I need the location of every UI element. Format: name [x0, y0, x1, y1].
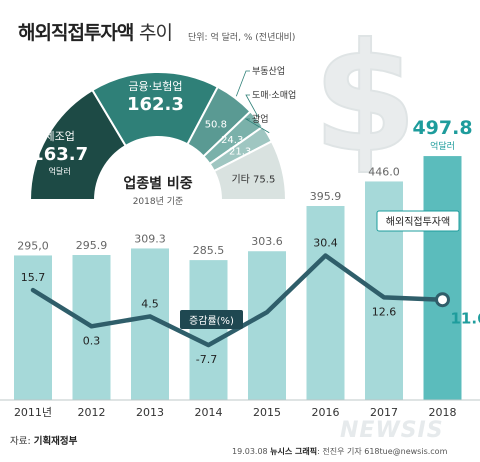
- page-title: 해외직접투자액 추이: [18, 18, 173, 45]
- slice-value-2: 50.8: [205, 119, 227, 130]
- bar-value-label-6: 446.0: [368, 165, 400, 178]
- slice-5: [212, 139, 288, 201]
- bar-value-label-0: 295,0: [17, 239, 49, 252]
- growth-label-6: 12.6: [372, 305, 397, 318]
- series-label: 해외직접투자액: [386, 215, 450, 228]
- dollar-sign-icon: $: [312, 11, 418, 187]
- bar-3: [189, 260, 228, 400]
- x-tick-label-4: 2015: [253, 406, 281, 419]
- slice-unit-0: 억달러: [49, 166, 71, 176]
- x-tick-label-2: 2013: [136, 406, 164, 419]
- title-main: 해외직접투자액: [18, 22, 134, 44]
- growth-label-0: 15.7: [21, 271, 46, 284]
- donut-base: [0, 200, 290, 224]
- slice-leader-2: [235, 70, 250, 97]
- growth-label-2: 4.5: [141, 297, 159, 310]
- source-name: 기획재정부: [33, 436, 78, 447]
- bar-value-label-1: 295.9: [76, 239, 108, 252]
- bar-value-label-7: 497.8: [412, 117, 472, 139]
- source-note: 자료: 기획재정부: [10, 433, 77, 447]
- slice-leader-4: [244, 118, 270, 134]
- growth-tag: 증감률(%): [189, 315, 234, 327]
- x-tick-label-6: 2017: [370, 406, 398, 419]
- bar-value-label-4: 303.6: [251, 235, 283, 248]
- slice-label-1: 금융·보험업: [128, 80, 182, 93]
- bar-value-label-2: 309.3: [134, 232, 166, 245]
- source-prefix: 자료:: [10, 436, 34, 447]
- donut-subtitle: 2018년 기준: [133, 196, 184, 207]
- x-tick-label-7: 2018: [429, 406, 457, 419]
- growth-label-5: 30.4: [313, 237, 338, 250]
- bar-0: [14, 255, 52, 400]
- bar-7: [423, 156, 462, 400]
- bar-value-label-5: 395.9: [310, 190, 342, 203]
- slice-label-2: 부동산업: [252, 66, 285, 77]
- unit-note: 단위: 억 달러, % (전년대비): [188, 33, 296, 43]
- credit-org: 뉴시스 그래픽: [270, 447, 318, 456]
- credit-date: 19.03.08: [232, 447, 268, 456]
- x-axis-band: [0, 400, 480, 426]
- slice-label-4: 광업: [252, 113, 269, 125]
- brand-watermark: NEWSIS: [340, 418, 444, 443]
- growth-label-1: 0.3: [83, 334, 101, 347]
- growth-point-7: [435, 292, 450, 308]
- x-tick-label-5: 2016: [312, 406, 340, 419]
- slice-0: [28, 88, 128, 201]
- x-tick-label-1: 2012: [78, 406, 106, 419]
- slice-label-5: 기타 75.5: [231, 173, 275, 185]
- bar-value-label-3: 285.5: [193, 244, 225, 257]
- slice-value-1: 162.3: [127, 94, 184, 115]
- slice-value-3: 24.3: [221, 135, 243, 146]
- credit-line: 19.03.08 뉴시스 그래픽: 전진우 기자 618tue@newsis.c…: [232, 446, 447, 457]
- bar-unit-label: 억달러: [430, 140, 455, 152]
- title-suffix: 추이: [139, 22, 173, 44]
- bar-5: [306, 206, 345, 400]
- credit-rest: : 전진우 기자 618tue@newsis.com: [317, 447, 448, 456]
- slice-label-3: 도매·소매업: [252, 90, 296, 101]
- x-tick-label-0: 2011년: [14, 406, 52, 419]
- growth-label-3: -7.7: [196, 353, 217, 366]
- slice-value-0: 163.7: [31, 144, 88, 165]
- series-label-box: [376, 210, 460, 232]
- growth-label-7: 11.6%: [451, 310, 480, 328]
- svg-text:$: $: [313, 12, 417, 186]
- x-tick-label-3: 2014: [195, 406, 223, 419]
- slice-value-4: 21.3: [229, 146, 251, 157]
- bar-4: [248, 251, 286, 400]
- slice-leader-3: [245, 94, 259, 118]
- slice-label-0: 제조업: [44, 130, 74, 143]
- donut-title: 업종별 비중: [123, 175, 192, 192]
- growth-tag-box: [180, 310, 243, 329]
